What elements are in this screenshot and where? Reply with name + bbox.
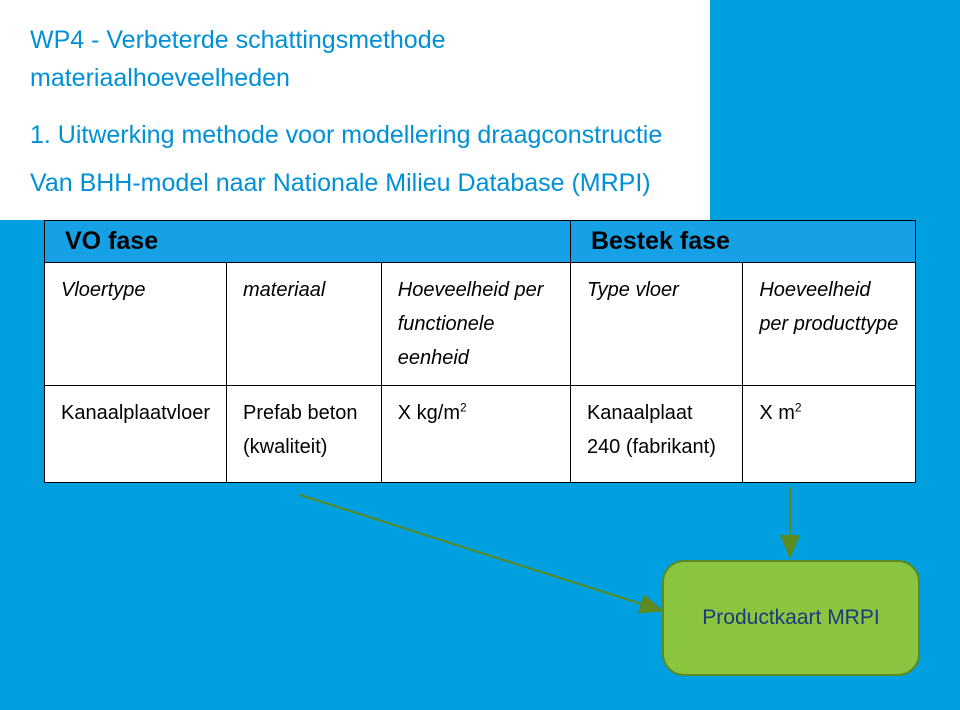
col-vloertype: Vloertype xyxy=(45,262,227,385)
cell-hoeveelheid-pt-val: X m xyxy=(759,402,795,424)
subtext: Van BHH-model naar Nationale Milieu Data… xyxy=(30,169,680,198)
cell-hoeveelheid-fe-val: X kg/m xyxy=(398,402,460,424)
phase-table: VO fase Bestek fase Vloertype materiaal … xyxy=(44,220,916,483)
cell-hoeveelheid-pt: X m2 xyxy=(743,385,916,482)
phase-header-row: VO fase Bestek fase xyxy=(45,220,916,262)
table-container: VO fase Bestek fase Vloertype materiaal … xyxy=(44,220,916,483)
cell-vloertype: Kanaalplaatvloer xyxy=(45,385,227,482)
product-card-label: Productkaart MRPI xyxy=(702,606,879,630)
data-row: Kanaalplaatvloer Prefab beton (kwaliteit… xyxy=(45,385,916,482)
col-materiaal: materiaal xyxy=(227,262,382,385)
subtitle: 1. Uitwerking methode voor modellering d… xyxy=(30,117,680,155)
cell-type-vloer: Kanaalplaat 240 (fabrikant) xyxy=(570,385,742,482)
cell-hoeveelheid-fe: X kg/m2 xyxy=(381,385,570,482)
col-type-vloer: Type vloer xyxy=(570,262,742,385)
arrow-left-line xyxy=(300,495,660,610)
header-block: WP4 - Verbeterde schattingsmethode mater… xyxy=(0,0,710,220)
cell-hoeveelheid-fe-sup: 2 xyxy=(460,400,467,414)
cell-hoeveelheid-pt-sup: 2 xyxy=(795,400,802,414)
page-title: WP4 - Verbeterde schattingsmethode mater… xyxy=(30,22,680,97)
column-header-row: Vloertype materiaal Hoeveelheid per func… xyxy=(45,262,916,385)
col-hoeveelheid-pt: Hoeveelheid per producttype xyxy=(743,262,916,385)
product-card: Productkaart MRPI xyxy=(662,560,920,676)
cell-materiaal: Prefab beton (kwaliteit) xyxy=(227,385,382,482)
col-hoeveelheid-fe: Hoeveelheid per functionele eenheid xyxy=(381,262,570,385)
phase-vo: VO fase xyxy=(45,220,571,262)
phase-bestek: Bestek fase xyxy=(570,220,915,262)
